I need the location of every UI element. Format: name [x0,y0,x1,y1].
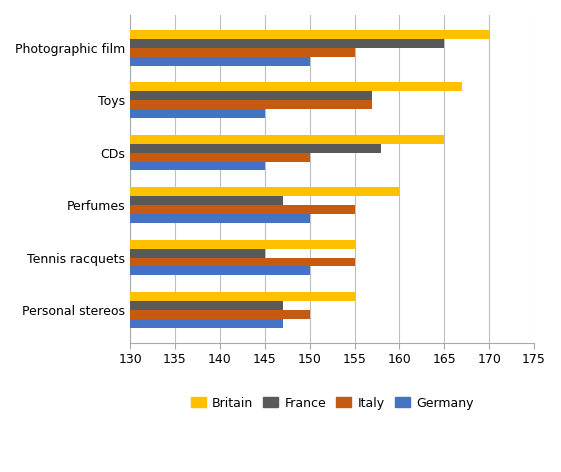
Bar [130,301,283,310]
Bar [130,57,310,66]
Bar [130,214,310,223]
Bar [130,135,444,144]
Bar [130,144,381,152]
Bar [130,240,355,249]
Bar [130,30,489,39]
Bar [130,161,265,170]
Bar [130,39,444,48]
Bar [130,319,283,328]
Bar [130,82,462,91]
Bar [130,109,265,118]
Bar [130,196,283,205]
Legend: Britain, France, Italy, Germany: Britain, France, Italy, Germany [186,392,479,414]
Bar [130,187,399,196]
Bar [130,310,310,319]
Bar [130,48,355,57]
Bar [130,152,310,161]
Bar [130,292,355,301]
Bar [130,249,265,258]
Bar [130,267,310,275]
Bar [130,205,355,214]
Bar [130,91,373,100]
Bar [130,100,373,109]
Bar [130,258,355,267]
